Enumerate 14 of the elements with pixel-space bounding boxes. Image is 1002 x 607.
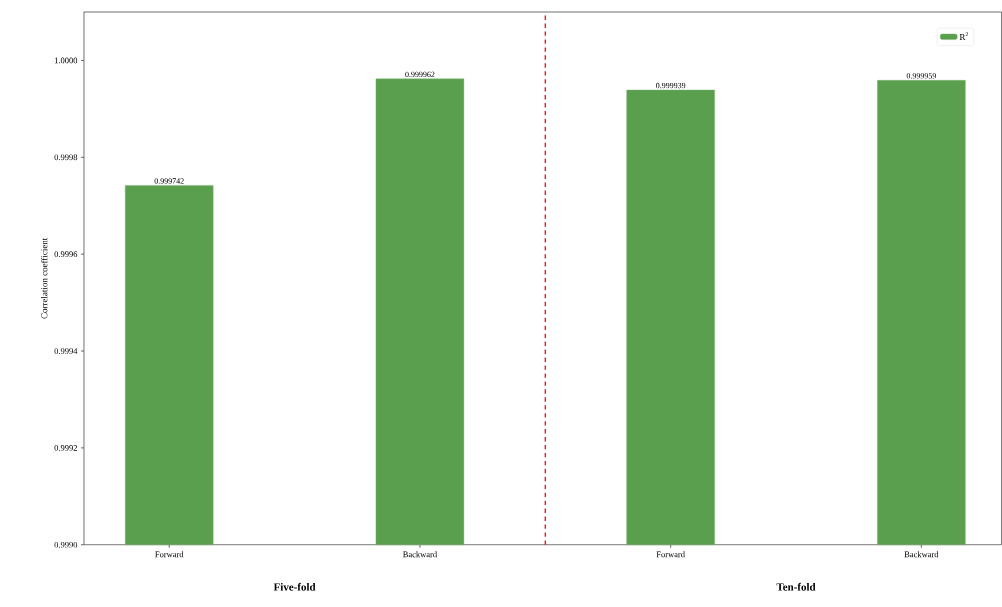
y-tick-label: 0.9996	[54, 251, 78, 258]
text: Five-fold	[273, 582, 316, 591]
x-tick-label: Backward	[403, 551, 437, 558]
x-tick-label: Forward	[155, 551, 184, 558]
x-tick-label: Backward	[904, 551, 939, 558]
legend-label: R$^{2}$	[959, 32, 969, 41]
y-tick-label: 0.9994	[54, 348, 78, 355]
y-tick-label: 1.0000	[54, 57, 78, 64]
y-tick-label: 0.9992	[54, 445, 77, 451]
y-tick-label: 0.9990	[54, 542, 78, 548]
text: Ten-fold	[776, 582, 816, 591]
y-axis-title: Correlation coefficient	[40, 237, 48, 319]
y-tick-label: 0.9998	[54, 154, 78, 161]
x-tick-label: Forward	[656, 551, 685, 558]
